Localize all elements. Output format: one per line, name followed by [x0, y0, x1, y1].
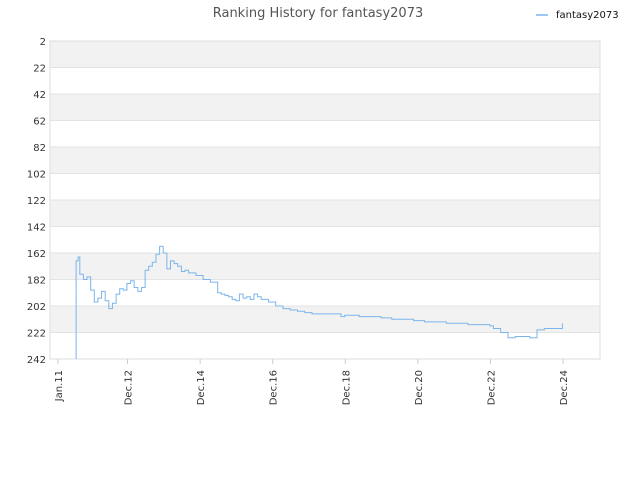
plot-bands: [50, 41, 600, 359]
chart-title: Ranking History for fantasy2073: [213, 6, 424, 21]
plot-band: [50, 120, 600, 147]
y-tick-label: 142: [27, 223, 46, 234]
y-tick-label: 242: [27, 355, 46, 366]
x-tick-label: Jan.11: [54, 370, 65, 402]
y-tick-label: 162: [27, 249, 46, 260]
legend[interactable]: fantasy2073: [536, 10, 619, 21]
series-group: [75, 245, 563, 359]
x-tick-label: Dec.16: [269, 370, 280, 405]
plot-band: [50, 173, 600, 200]
y-tick-label: 22: [33, 64, 46, 75]
x-tick-label: Dec.12: [124, 370, 135, 405]
series-line[interactable]: [75, 245, 563, 359]
plot-band: [50, 279, 600, 306]
y-tick-label: 2: [40, 37, 46, 48]
plot-border: [49, 40, 601, 360]
y-tick-label: 122: [27, 196, 46, 207]
plot-band: [50, 94, 600, 121]
y-tick-label: 222: [27, 329, 46, 340]
x-tick-label: Dec.18: [341, 370, 352, 405]
x-tick-label: Dec.22: [486, 370, 497, 405]
y-tick-label: 42: [33, 90, 46, 101]
x-tick-label: Dec.24: [559, 370, 570, 405]
x-tick-label: Dec.14: [196, 370, 207, 405]
x-axis: Jan.11 Dec.12 Dec.14 Dec.16 Dec.18 Dec.20 Dec.…: [54, 359, 570, 405]
y-tick-label: 82: [33, 143, 46, 154]
y-tick-label: 62: [33, 117, 46, 128]
plot-band: [50, 253, 600, 280]
y-tick-label: 202: [27, 302, 46, 313]
plot-band: [50, 41, 600, 68]
legend-label: fantasy2073: [556, 10, 619, 21]
plot-band: [50, 147, 600, 174]
plot-band: [50, 200, 600, 227]
plot-band: [50, 67, 600, 94]
y-tick-label: 182: [27, 276, 46, 287]
plot-band: [50, 306, 600, 333]
y-tick-label: 102: [27, 170, 46, 181]
plot-band: [50, 226, 600, 253]
x-tick-label: Dec.20: [414, 370, 425, 405]
